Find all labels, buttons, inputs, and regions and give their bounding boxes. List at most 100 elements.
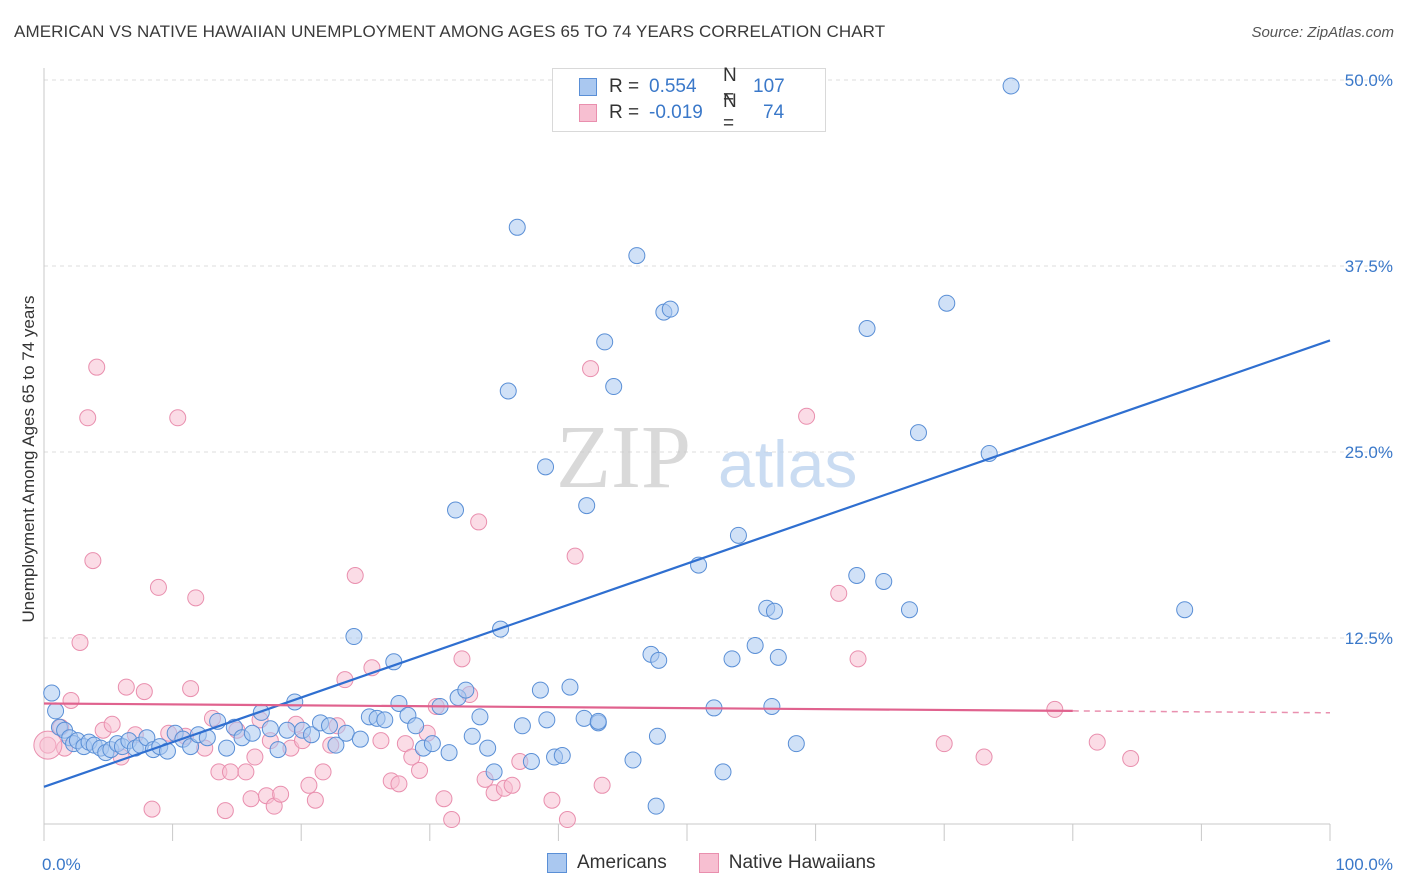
r-value: -0.019 <box>649 102 703 123</box>
american-point <box>485 763 503 781</box>
hawaiian-point <box>272 785 290 803</box>
hawaiian-point <box>975 748 993 766</box>
american-point <box>729 526 747 544</box>
american-point <box>269 741 287 759</box>
american-point <box>848 567 866 585</box>
hawaiian-point <box>187 589 205 607</box>
hawaiian-point <box>543 791 561 809</box>
american-point <box>513 717 531 735</box>
hawaiian-point <box>443 811 461 829</box>
americans-label: Americans <box>577 852 667 873</box>
american-point <box>479 739 497 757</box>
american-point <box>218 739 236 757</box>
american-point <box>624 751 642 769</box>
hawaiian-point <box>149 578 167 596</box>
watermark-atlas: atlas <box>718 427 857 501</box>
american-point <box>531 681 549 699</box>
chart-title: AMERICAN VS NATIVE HAWAIIAN UNEMPLOYMENT… <box>14 22 886 41</box>
y-tick-label: 12.5% <box>1345 629 1393 648</box>
hawaiian-point <box>453 650 471 668</box>
americans-swatch <box>579 78 597 96</box>
hawaiian-point <box>216 802 234 820</box>
hawaiians-swatch <box>698 853 719 873</box>
source-note: Source: ZipAtlas.com <box>1251 24 1394 41</box>
hawaiian-point <box>849 650 867 668</box>
hawaiians-swatch <box>579 104 597 122</box>
hawaiian-point <box>830 584 848 602</box>
hawaiian-point <box>558 811 576 829</box>
hawaiian-point <box>411 761 429 779</box>
grid-lines <box>44 79 1392 639</box>
y-tick-label: 25.0% <box>1345 443 1393 462</box>
american-point <box>457 681 475 699</box>
american-point <box>909 424 927 442</box>
american-point <box>765 602 783 620</box>
hawaiian-trend-extension <box>1072 710 1331 714</box>
american-point <box>628 247 646 265</box>
american-points <box>43 77 1194 815</box>
hawaiian-point <box>169 409 187 427</box>
hawaiian-point <box>435 790 453 808</box>
american-point <box>575 709 593 727</box>
y-axis-label: Unemployment Among Ages 65 to 74 years <box>19 295 38 623</box>
legend-item-americans[interactable]: Americans <box>547 852 667 874</box>
legend-item-hawaiians[interactable]: Native Hawaiians <box>698 852 876 874</box>
legend-row-americans: R = 0.554 N = 107 <box>579 65 785 108</box>
hawaiian-point <box>103 715 121 733</box>
hawaiian-point <box>346 567 364 585</box>
american-point <box>522 753 540 771</box>
hawaiian-point <box>221 763 239 781</box>
american-point <box>746 636 764 654</box>
r-label: R = <box>609 76 640 97</box>
hawaiian-point <box>566 547 584 565</box>
american-point <box>463 727 481 745</box>
hawaiian-point <box>306 791 324 809</box>
american-point <box>763 697 781 715</box>
series-legend: Americans Native Hawaiians <box>547 852 908 874</box>
n-label: N = <box>723 91 737 134</box>
american-point <box>553 747 571 765</box>
american-point <box>538 711 556 729</box>
hawaiian-point <box>1122 750 1140 768</box>
american-point <box>499 382 517 400</box>
american-point <box>661 300 679 318</box>
american-point <box>1002 77 1020 95</box>
american-point <box>596 333 614 351</box>
american-point <box>376 711 394 729</box>
r-label: R = <box>609 102 640 123</box>
american-point <box>337 724 355 742</box>
hawaiian-point <box>237 763 255 781</box>
x-tick-label: 100.0% <box>1335 855 1393 874</box>
american-point <box>875 572 893 590</box>
hawaiian-point <box>372 732 390 750</box>
american-point <box>938 294 956 312</box>
legend-row-hawaiians: R = -0.019 N = 74 <box>579 91 784 134</box>
american-point <box>650 651 668 669</box>
watermark-zip: ZIP <box>556 408 691 507</box>
american-trend-line <box>43 339 1331 788</box>
hawaiian-point <box>117 678 135 696</box>
american-point <box>605 378 623 396</box>
american-point <box>723 650 741 668</box>
hawaiian-point <box>33 730 63 760</box>
correlation-legend: R = 0.554 N = 107 R = -0.019 N = 74 <box>552 65 826 134</box>
american-point <box>858 319 876 337</box>
y-tick-label: 50.0% <box>1345 71 1393 90</box>
american-point <box>261 720 279 738</box>
american-point <box>47 702 65 720</box>
hawaiian-point <box>503 776 521 794</box>
r-value: 0.554 <box>649 76 697 97</box>
american-point <box>43 684 61 702</box>
axes <box>43 68 1331 841</box>
hawaiian-point <box>62 691 80 709</box>
american-point <box>440 744 458 762</box>
watermark: ZIP atlas <box>556 408 857 507</box>
american-point <box>447 501 465 519</box>
american-point <box>471 708 489 726</box>
hawaiian-point <box>182 680 200 698</box>
american-point <box>243 724 261 742</box>
american-point <box>345 628 363 646</box>
hawaiian-trend-line <box>43 702 1073 713</box>
x-tick-label: 0.0% <box>42 855 81 874</box>
